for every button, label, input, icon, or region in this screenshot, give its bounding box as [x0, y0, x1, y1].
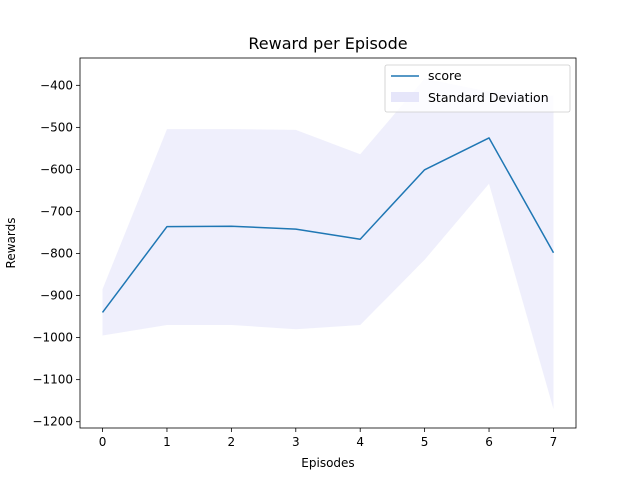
legend-score-label: score	[428, 68, 462, 83]
score-line	[101, 137, 555, 313]
x-tick-label: 1	[163, 435, 171, 449]
y-tick-label: −1200	[32, 415, 73, 429]
x-tick-label: 3	[292, 435, 300, 449]
plot-area	[101, 78, 555, 410]
y-tick-label: −400	[40, 78, 73, 92]
legend-std-label: Standard Deviation	[428, 90, 549, 105]
y-tick-label: −500	[40, 120, 73, 134]
legend-std-swatch	[391, 92, 419, 102]
x-axis-label: Episodes	[301, 456, 354, 470]
y-axis-ticks: −400 −500 −600 −700 −800 −900 −1000 −1100 −1200	[32, 78, 80, 429]
x-tick-label: 7	[550, 435, 558, 449]
x-tick-label: 4	[356, 435, 364, 449]
x-tick-label: 6	[485, 435, 493, 449]
y-tick-label: −700	[40, 204, 73, 218]
y-tick-label: −1000	[32, 331, 73, 345]
y-tick-label: −800	[40, 247, 73, 261]
y-tick-label: −900	[40, 289, 73, 303]
chart-title: Reward per Episode	[248, 34, 407, 53]
legend-box	[384, 64, 571, 113]
x-tick-label: 2	[228, 435, 236, 449]
legend: score Standard Deviation	[384, 64, 571, 113]
x-axis-ticks: 0 1 2 3 4 5 6 7	[99, 428, 558, 449]
std-deviation-band	[102, 78, 554, 410]
x-tick-label: 0	[99, 435, 107, 449]
y-axis-label: Rewards	[4, 218, 18, 269]
y-tick-label: −600	[40, 162, 73, 176]
plot-frame	[79, 57, 577, 429]
x-tick-label: 5	[421, 435, 429, 449]
y-tick-label: −1100	[32, 373, 73, 387]
